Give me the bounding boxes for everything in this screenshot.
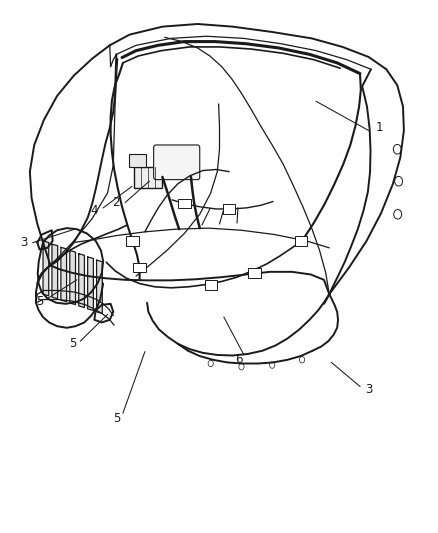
Polygon shape <box>96 260 102 313</box>
Bar <box>178 199 190 208</box>
Text: 3: 3 <box>21 236 28 249</box>
Bar <box>134 167 162 188</box>
Bar <box>204 280 216 290</box>
Bar <box>133 263 145 272</box>
Bar <box>248 268 260 278</box>
Text: 4: 4 <box>90 204 98 217</box>
Bar <box>223 204 235 214</box>
FancyBboxPatch shape <box>153 145 199 180</box>
Text: 6: 6 <box>235 353 243 366</box>
Text: 2: 2 <box>112 196 120 209</box>
Text: 5: 5 <box>36 295 43 308</box>
Polygon shape <box>70 251 75 305</box>
Polygon shape <box>37 230 53 249</box>
Polygon shape <box>43 241 49 296</box>
Text: 5: 5 <box>69 337 76 350</box>
Bar <box>128 154 146 167</box>
Text: 1: 1 <box>375 122 383 134</box>
Bar <box>294 236 306 246</box>
Bar <box>126 236 138 246</box>
Polygon shape <box>78 254 84 308</box>
Text: 3: 3 <box>364 383 371 395</box>
Text: 5: 5 <box>113 412 120 425</box>
Polygon shape <box>61 247 67 302</box>
Polygon shape <box>88 257 93 310</box>
Polygon shape <box>52 244 57 298</box>
